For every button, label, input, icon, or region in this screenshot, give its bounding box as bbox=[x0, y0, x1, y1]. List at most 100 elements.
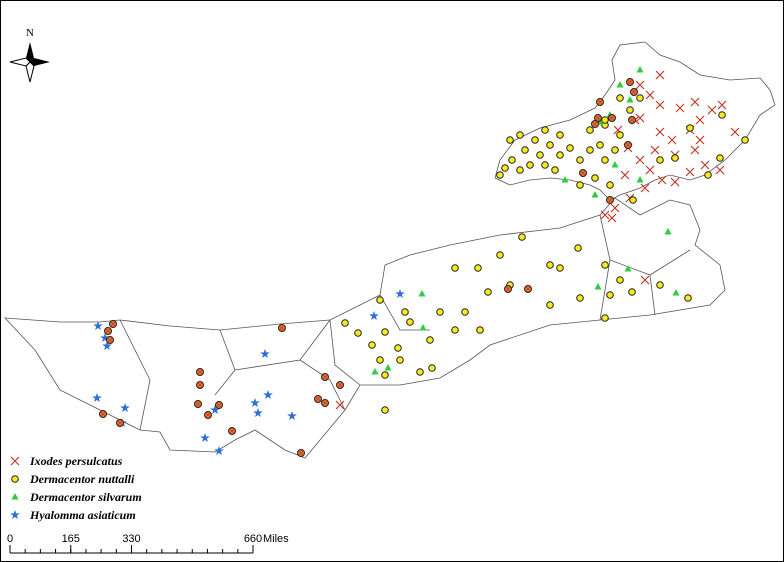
marker-ixodes bbox=[655, 70, 665, 80]
scale-unit: Miles bbox=[263, 533, 289, 545]
marker-ixodes bbox=[609, 115, 615, 121]
marker-ixodes bbox=[337, 382, 343, 388]
marker-dermacentor-silvarum bbox=[672, 289, 680, 296]
marker-hyalomma bbox=[120, 403, 130, 412]
marker-dermacentor-nuttalli bbox=[406, 318, 414, 326]
marker-dermacentor-nuttalli bbox=[436, 308, 444, 316]
marker-dermacentor-nuttalli bbox=[576, 156, 584, 164]
marker-ixodes bbox=[700, 160, 710, 170]
marker-dermacentor-nuttalli bbox=[496, 171, 504, 179]
marker-dermacentor-nuttalli bbox=[354, 329, 362, 337]
marker-dermacentor-nuttalli bbox=[416, 368, 424, 376]
marker-ixodes bbox=[717, 100, 727, 110]
marker-ixodes bbox=[690, 145, 700, 155]
marker-dermacentor-nuttalli bbox=[541, 126, 549, 134]
marker-dermacentor-nuttalli bbox=[461, 308, 469, 316]
marker-dermacentor-nuttalli bbox=[546, 301, 554, 309]
marker-ixodes bbox=[197, 369, 203, 375]
marker-dermacentor-nuttalli bbox=[474, 264, 482, 272]
marker-dermacentor-nuttalli bbox=[656, 281, 664, 289]
marker-dermacentor-nuttalli bbox=[508, 156, 516, 164]
marker-ixodes bbox=[105, 328, 111, 334]
marker-dermacentor-nuttalli bbox=[451, 264, 459, 272]
marker-ixodes bbox=[592, 121, 598, 127]
marker-dermacentor-nuttalli bbox=[616, 276, 624, 284]
marker-dermacentor-silvarum bbox=[624, 265, 632, 272]
marker-dermacentor-nuttalli bbox=[626, 106, 634, 114]
marker-ixodes bbox=[650, 145, 660, 155]
marker-dermacentor-nuttalli bbox=[381, 328, 389, 336]
marker-dermacentor-nuttalli bbox=[566, 144, 574, 152]
marker-ixodes bbox=[298, 450, 304, 456]
marker-hyalomma bbox=[260, 349, 270, 358]
scale-label: 165 bbox=[62, 533, 80, 545]
marker-ixodes bbox=[640, 183, 650, 193]
marker-dermacentor-silvarum bbox=[561, 176, 569, 183]
marker-ixodes bbox=[322, 374, 328, 380]
marker-dermacentor-nuttalli bbox=[426, 336, 434, 344]
marker-ixodes bbox=[695, 135, 705, 145]
scale-bar: 0 165 330 660 Miles bbox=[7, 533, 289, 554]
marker-hyalomma bbox=[263, 390, 273, 399]
marker-dermacentor-nuttalli bbox=[601, 314, 609, 322]
marker-dermacentor-nuttalli bbox=[628, 288, 636, 296]
marker-dermacentor-silvarum bbox=[591, 191, 599, 198]
marker-hyalomma bbox=[287, 411, 297, 420]
marker-dermacentor-nuttalli bbox=[546, 261, 554, 269]
marker-ixodes bbox=[635, 80, 645, 90]
legend-label: Dermacentor silvarum bbox=[29, 490, 142, 504]
marker-dermacentor-silvarum bbox=[419, 324, 427, 331]
marker-ixodes bbox=[597, 99, 603, 105]
marker-dermacentor-nuttalli bbox=[536, 151, 544, 159]
marker-dermacentor-nuttalli bbox=[718, 111, 726, 119]
marker-ixodes bbox=[607, 213, 617, 223]
marker-dermacentor-nuttalli bbox=[636, 94, 644, 102]
marker-dermacentor-silvarum bbox=[11, 493, 19, 500]
marker-ixodes bbox=[335, 400, 345, 410]
marker-dermacentor-silvarum bbox=[384, 364, 392, 371]
marker-dermacentor-nuttalli bbox=[574, 244, 582, 252]
marker-ixodes bbox=[707, 105, 717, 115]
marker-dermacentor-nuttalli bbox=[546, 141, 554, 149]
legend-label: Ixodes persulcatus bbox=[29, 454, 123, 468]
internal-borders bbox=[119, 214, 691, 431]
marker-dermacentor-nuttalli bbox=[591, 174, 599, 182]
marker-ixodes bbox=[645, 90, 655, 100]
marker-ixodes bbox=[607, 197, 613, 203]
marker-dermacentor-nuttalli bbox=[341, 319, 349, 327]
marker-ixodes bbox=[525, 286, 531, 292]
marker-dermacentor-nuttalli bbox=[671, 154, 679, 162]
marker-ixodes bbox=[631, 89, 637, 95]
marker-dermacentor-nuttalli bbox=[586, 126, 594, 134]
marker-ixodes bbox=[640, 275, 650, 285]
marker-ixodes bbox=[229, 428, 235, 434]
marker-dermacentor-nuttalli bbox=[716, 154, 724, 162]
compass-label: N bbox=[26, 27, 34, 39]
marker-ixodes bbox=[505, 286, 511, 292]
marker-ixodes bbox=[627, 79, 633, 85]
marker-dermacentor-nuttalli bbox=[381, 406, 389, 414]
marker-dermacentor-nuttalli bbox=[551, 166, 559, 174]
marker-ixodes bbox=[629, 117, 635, 123]
marker-dermacentor-silvarum bbox=[594, 283, 602, 290]
marker-ixodes bbox=[600, 210, 610, 220]
marker-dermacentor-nuttalli bbox=[541, 161, 549, 169]
marker-dermacentor-nuttalli bbox=[611, 146, 619, 154]
marker-dermacentor-silvarum bbox=[636, 176, 644, 183]
marker-dermacentor-nuttalli bbox=[396, 356, 404, 364]
marker-ixodes bbox=[100, 411, 106, 417]
marker-ixodes bbox=[635, 155, 645, 165]
marker-dermacentor-nuttalli bbox=[606, 181, 614, 189]
marker-ixodes bbox=[595, 115, 601, 121]
marker-hyalomma bbox=[200, 433, 210, 442]
marker-ixodes bbox=[580, 170, 586, 176]
marker-dermacentor-silvarum bbox=[626, 96, 634, 103]
marker-ixodes bbox=[667, 135, 677, 145]
marker-dermacentor-nuttalli bbox=[616, 94, 624, 102]
marker-dermacentor-nuttalli bbox=[381, 371, 389, 379]
marker-ixodes bbox=[690, 97, 700, 107]
marker-ixodes bbox=[715, 165, 725, 175]
marker-dermacentor-nuttalli bbox=[601, 261, 609, 269]
